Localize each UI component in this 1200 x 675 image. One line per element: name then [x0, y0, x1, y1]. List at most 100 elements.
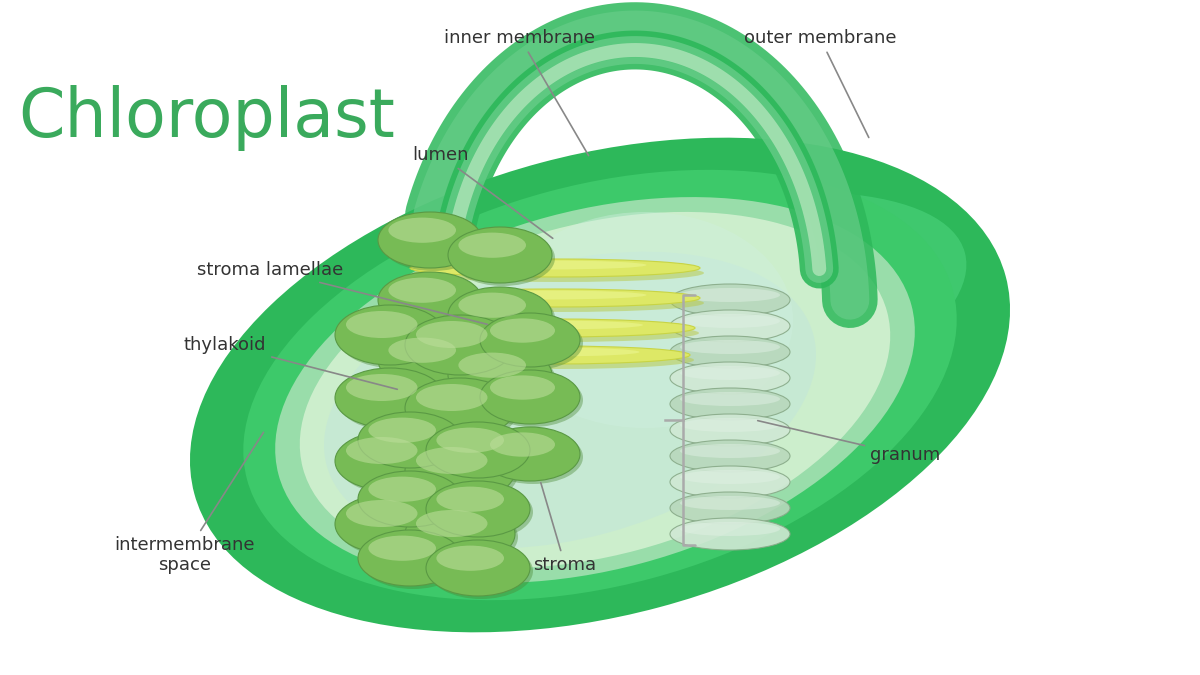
Ellipse shape — [368, 535, 436, 561]
Ellipse shape — [346, 437, 418, 464]
Ellipse shape — [670, 310, 790, 342]
Ellipse shape — [670, 466, 790, 498]
Ellipse shape — [368, 477, 436, 502]
Ellipse shape — [680, 496, 780, 510]
Ellipse shape — [451, 350, 554, 406]
Ellipse shape — [448, 287, 552, 343]
Ellipse shape — [490, 433, 554, 457]
Ellipse shape — [446, 321, 643, 329]
Ellipse shape — [670, 336, 790, 368]
Ellipse shape — [416, 384, 487, 411]
Ellipse shape — [458, 352, 526, 378]
Ellipse shape — [426, 540, 530, 596]
Ellipse shape — [451, 230, 554, 286]
Ellipse shape — [378, 272, 482, 328]
Ellipse shape — [437, 427, 504, 453]
Ellipse shape — [368, 418, 436, 443]
Ellipse shape — [680, 288, 780, 302]
Text: stroma: stroma — [534, 483, 596, 574]
Ellipse shape — [190, 138, 1010, 632]
Ellipse shape — [670, 362, 790, 394]
Ellipse shape — [361, 533, 466, 589]
Ellipse shape — [480, 370, 580, 424]
Ellipse shape — [275, 197, 914, 583]
Ellipse shape — [670, 388, 790, 420]
Ellipse shape — [670, 414, 790, 446]
Ellipse shape — [482, 316, 583, 370]
Ellipse shape — [382, 335, 485, 391]
Ellipse shape — [406, 504, 515, 564]
Ellipse shape — [324, 252, 816, 548]
Ellipse shape — [680, 418, 780, 432]
Ellipse shape — [338, 434, 448, 494]
Text: granum: granum — [757, 421, 941, 464]
Text: intermembrane
space: intermembrane space — [115, 433, 264, 574]
Ellipse shape — [346, 311, 418, 338]
Ellipse shape — [480, 313, 580, 367]
Ellipse shape — [430, 543, 533, 599]
Ellipse shape — [480, 427, 580, 481]
Ellipse shape — [415, 319, 695, 337]
Ellipse shape — [335, 305, 445, 365]
Text: outer membrane: outer membrane — [744, 29, 896, 138]
Ellipse shape — [335, 368, 445, 428]
Ellipse shape — [378, 332, 482, 388]
Ellipse shape — [406, 441, 515, 501]
Ellipse shape — [458, 233, 526, 258]
Ellipse shape — [420, 346, 690, 364]
Ellipse shape — [378, 212, 482, 268]
Ellipse shape — [680, 470, 780, 484]
Ellipse shape — [382, 215, 485, 271]
Ellipse shape — [451, 290, 554, 346]
Ellipse shape — [274, 192, 966, 498]
Text: lumen: lumen — [412, 146, 553, 238]
Ellipse shape — [458, 292, 526, 318]
Ellipse shape — [338, 371, 448, 431]
Ellipse shape — [414, 264, 704, 282]
Ellipse shape — [426, 422, 530, 478]
Ellipse shape — [448, 227, 552, 283]
Ellipse shape — [482, 373, 583, 427]
Ellipse shape — [406, 378, 515, 438]
Ellipse shape — [346, 374, 418, 401]
Ellipse shape — [670, 284, 790, 316]
Ellipse shape — [406, 315, 515, 375]
Ellipse shape — [382, 275, 485, 331]
Ellipse shape — [430, 425, 533, 481]
Ellipse shape — [410, 259, 700, 277]
Ellipse shape — [450, 348, 640, 356]
Ellipse shape — [361, 415, 466, 471]
Ellipse shape — [680, 314, 780, 328]
Ellipse shape — [444, 290, 647, 300]
Ellipse shape — [680, 340, 780, 354]
Ellipse shape — [416, 510, 487, 537]
Ellipse shape — [335, 431, 445, 491]
Ellipse shape — [448, 347, 552, 403]
Ellipse shape — [361, 474, 466, 530]
Text: thylakoid: thylakoid — [184, 336, 397, 389]
Ellipse shape — [680, 522, 780, 536]
Ellipse shape — [670, 492, 790, 524]
Ellipse shape — [358, 412, 462, 468]
Ellipse shape — [408, 507, 518, 567]
Ellipse shape — [419, 324, 698, 342]
Ellipse shape — [358, 530, 462, 586]
Ellipse shape — [408, 444, 518, 504]
Ellipse shape — [300, 212, 890, 568]
Ellipse shape — [424, 351, 694, 369]
Ellipse shape — [389, 338, 456, 362]
Ellipse shape — [346, 500, 418, 527]
Ellipse shape — [680, 444, 780, 458]
Ellipse shape — [680, 392, 780, 406]
Ellipse shape — [680, 366, 780, 380]
Ellipse shape — [437, 545, 504, 571]
Ellipse shape — [444, 261, 647, 269]
Ellipse shape — [430, 484, 533, 540]
Ellipse shape — [482, 430, 583, 484]
Ellipse shape — [437, 487, 504, 512]
Ellipse shape — [358, 471, 462, 527]
Ellipse shape — [490, 375, 554, 400]
Ellipse shape — [416, 321, 487, 348]
Ellipse shape — [416, 447, 487, 474]
Ellipse shape — [338, 308, 448, 368]
